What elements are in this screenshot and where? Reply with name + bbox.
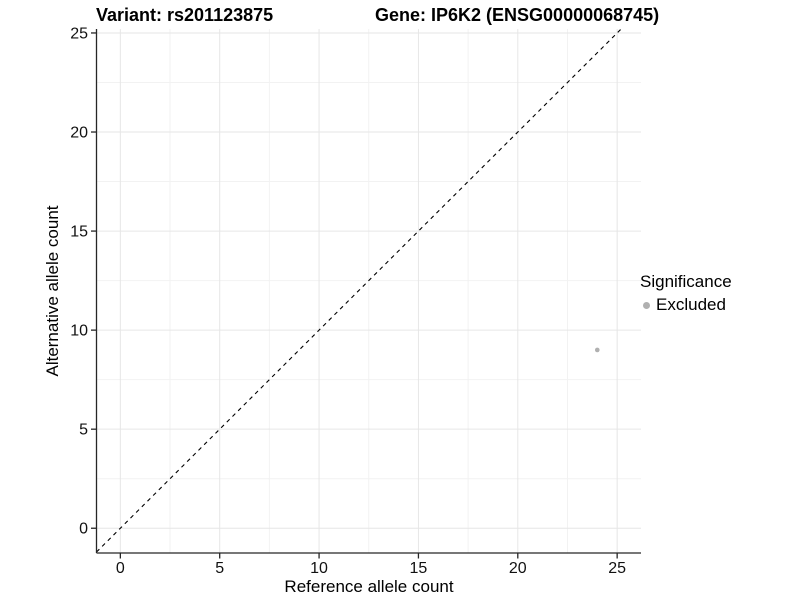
legend-item-excluded: Excluded [640, 295, 732, 315]
plot-title-variant: Variant: rs201123875 [96, 5, 274, 25]
x-axis-title: Reference allele count [284, 577, 454, 596]
identity-reference-line [96, 28, 622, 553]
legend: Significance Excluded [640, 272, 732, 315]
excluded-point-icon [643, 301, 650, 309]
y-tick-label: 5 [79, 422, 88, 439]
data-point [594, 347, 600, 353]
x-tick-label: 5 [215, 560, 224, 577]
x-tick-label: 25 [608, 560, 626, 577]
y-tick-label: 10 [70, 323, 88, 340]
y-tick-label: 15 [70, 224, 88, 241]
legend-item-label: Excluded [656, 295, 726, 314]
legend-title: Significance [640, 272, 732, 291]
y-tick-label: 20 [70, 125, 88, 142]
y-tick-label: 25 [70, 25, 88, 42]
x-tick-label: 0 [116, 560, 125, 577]
x-tick-label: 10 [310, 560, 328, 577]
y-axis-title: Alternative allele count [43, 205, 62, 377]
x-tick-label: 20 [509, 560, 527, 577]
x-tick-label: 15 [410, 560, 428, 577]
y-tick-label: 0 [79, 521, 88, 538]
plot-title-gene: Gene: IP6K2 (ENSG00000068745) [375, 5, 660, 25]
